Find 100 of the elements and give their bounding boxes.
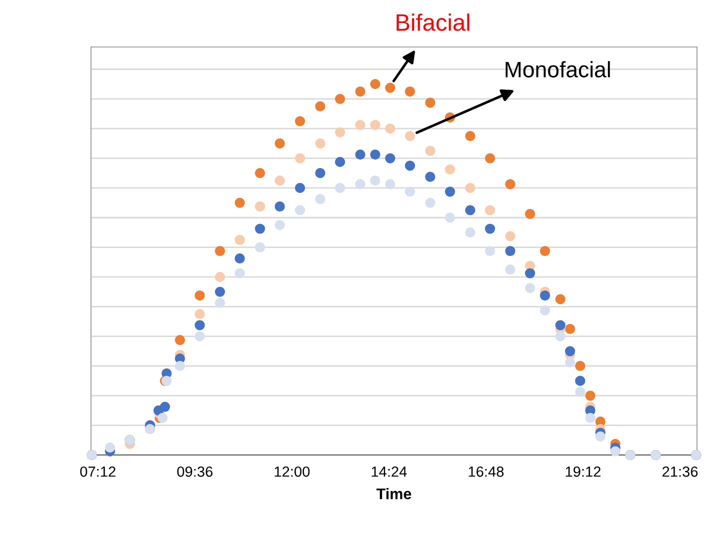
point bbox=[524, 208, 536, 219]
point bbox=[194, 290, 205, 301]
point bbox=[214, 286, 226, 297]
point bbox=[505, 179, 516, 190]
point bbox=[315, 101, 326, 112]
point bbox=[555, 320, 566, 330]
point bbox=[444, 212, 456, 223]
point bbox=[465, 182, 476, 194]
point bbox=[214, 298, 226, 308]
point bbox=[404, 160, 416, 171]
point bbox=[157, 412, 168, 423]
point bbox=[194, 308, 205, 320]
point bbox=[160, 402, 170, 412]
point bbox=[385, 82, 396, 93]
point bbox=[484, 153, 496, 164]
point bbox=[334, 156, 346, 168]
point bbox=[104, 442, 116, 453]
point bbox=[505, 231, 516, 242]
point bbox=[425, 172, 436, 182]
point bbox=[524, 283, 536, 294]
point bbox=[274, 175, 285, 186]
point bbox=[385, 153, 396, 164]
point bbox=[484, 224, 496, 234]
point bbox=[575, 386, 586, 398]
point bbox=[174, 360, 185, 372]
point bbox=[334, 127, 346, 138]
point bbox=[585, 390, 596, 401]
point bbox=[214, 272, 226, 282]
point bbox=[540, 246, 550, 256]
point bbox=[465, 130, 476, 142]
point bbox=[174, 334, 185, 346]
point bbox=[370, 79, 380, 90]
point bbox=[370, 120, 380, 130]
point bbox=[355, 120, 366, 130]
point bbox=[294, 116, 306, 126]
point bbox=[315, 168, 326, 178]
point bbox=[274, 220, 285, 230]
point bbox=[484, 246, 496, 256]
point bbox=[505, 246, 516, 256]
point bbox=[254, 168, 266, 178]
point bbox=[595, 431, 606, 442]
point bbox=[404, 86, 416, 97]
x-tick-label: 12:00 bbox=[274, 466, 310, 477]
x-tick-label: 21:36 bbox=[662, 466, 698, 477]
point bbox=[484, 205, 496, 216]
point bbox=[425, 198, 436, 208]
point bbox=[505, 264, 516, 275]
x-tick-label: 07:12 bbox=[80, 466, 116, 477]
point bbox=[274, 201, 285, 212]
annotation: Bifacial bbox=[396, 14, 470, 31]
point bbox=[585, 412, 596, 423]
point bbox=[465, 227, 476, 238]
point bbox=[194, 320, 205, 330]
point bbox=[214, 246, 226, 256]
x-tick-label: 19:12 bbox=[566, 466, 601, 477]
point bbox=[254, 242, 266, 252]
point bbox=[370, 175, 380, 186]
x-tick-label: 14:24 bbox=[372, 466, 407, 477]
point bbox=[234, 253, 245, 264]
point bbox=[294, 205, 306, 216]
point bbox=[294, 153, 306, 164]
point bbox=[355, 150, 366, 160]
point bbox=[565, 324, 576, 334]
point bbox=[565, 346, 576, 356]
point bbox=[385, 124, 396, 134]
point bbox=[234, 234, 245, 245]
annotation: Monofacial bbox=[506, 61, 610, 78]
point bbox=[294, 182, 306, 194]
point bbox=[465, 205, 476, 216]
point bbox=[234, 268, 245, 278]
point bbox=[425, 98, 436, 108]
point bbox=[274, 138, 285, 148]
point bbox=[254, 201, 266, 212]
x-axis-title: Time bbox=[376, 488, 412, 500]
point bbox=[610, 446, 620, 456]
point bbox=[404, 130, 416, 142]
point bbox=[355, 179, 366, 190]
point bbox=[234, 198, 245, 208]
point bbox=[425, 146, 436, 156]
point bbox=[315, 194, 326, 204]
point bbox=[315, 138, 326, 148]
point bbox=[524, 268, 536, 278]
point bbox=[565, 357, 576, 368]
point bbox=[575, 360, 586, 372]
x-tick-label: 09:36 bbox=[177, 466, 213, 477]
point bbox=[334, 94, 346, 104]
point bbox=[540, 290, 550, 301]
point bbox=[540, 305, 550, 316]
point bbox=[334, 182, 346, 194]
point bbox=[444, 186, 456, 197]
point bbox=[370, 150, 380, 160]
x-tick-label: 16:48 bbox=[468, 466, 504, 477]
point bbox=[385, 179, 396, 190]
point bbox=[555, 331, 566, 342]
point bbox=[355, 86, 366, 97]
point bbox=[194, 331, 205, 342]
point bbox=[254, 224, 266, 234]
point bbox=[444, 164, 456, 174]
point bbox=[555, 294, 566, 304]
point bbox=[404, 186, 416, 197]
